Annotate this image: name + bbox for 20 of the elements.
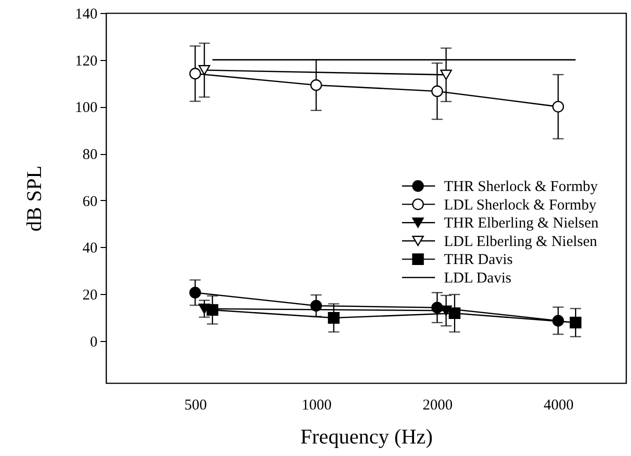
y-tick-label: 40 — [82, 240, 98, 257]
y-tick-label: 60 — [82, 194, 98, 210]
legend-label: THR Davis — [444, 252, 513, 268]
y-axis-title: dB SPL — [22, 166, 46, 232]
y-tick-label: 100 — [75, 100, 98, 116]
x-tick-label: 2000 — [422, 398, 453, 414]
y-tick-label: 20 — [82, 288, 98, 304]
legend-label: THR Sherlock & Formby — [444, 179, 598, 195]
y-tick-label: 80 — [82, 147, 98, 164]
legend-label: LDL Elberling & Nielsen — [444, 234, 598, 250]
legend-label: THR Elberling & Nielsen — [444, 216, 600, 232]
x-tick-label: 1000 — [302, 398, 332, 414]
legend-label: LDL Davis — [444, 270, 512, 286]
legend-label: LDL Sherlock & Formby — [444, 197, 597, 214]
y-tick-label: 0 — [90, 334, 98, 350]
y-tick-label: 140 — [75, 6, 98, 22]
y-tick-label: 120 — [75, 53, 98, 70]
x-axis-title: Frequency (Hz) — [300, 424, 433, 448]
x-tick-label: 500 — [184, 398, 207, 414]
x-tick-label: 4000 — [544, 398, 574, 414]
